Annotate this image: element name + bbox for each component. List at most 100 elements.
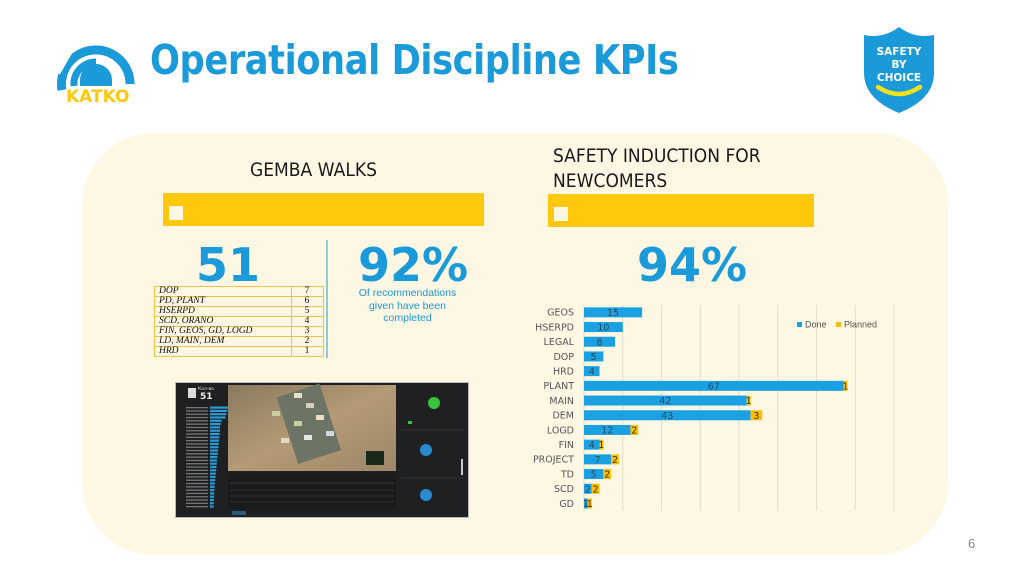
bar-done <box>584 336 615 347</box>
category-label: PLANT <box>543 381 574 392</box>
bar-done-label: 8 <box>596 337 602 348</box>
department-walk-count: 5 <box>291 306 324 317</box>
bar-done-label: 10 <box>597 323 609 334</box>
bar-planned <box>591 483 600 494</box>
department-row: HSERPD 5 <box>154 306 324 317</box>
dashboard-row-label <box>186 469 208 471</box>
dashboard-bar <box>210 452 218 455</box>
dashboard-row-label <box>186 486 208 488</box>
bar-done-label: 7 <box>595 455 601 466</box>
dashboard-bar <box>210 482 215 485</box>
legend-swatch-planned <box>836 322 841 327</box>
bar-planned-label: 1 <box>746 396 752 407</box>
dashboard-bar <box>210 426 220 429</box>
bar-done <box>584 322 623 333</box>
dashboard-bar <box>210 498 214 502</box>
dashboard-row-label <box>186 423 208 425</box>
bar-planned-label: 1 <box>843 381 849 392</box>
bar-done <box>584 351 604 362</box>
dashboard-row-label <box>186 407 208 409</box>
bar-done <box>584 439 600 450</box>
smile-icon <box>875 84 923 97</box>
bar-done-label: 5 <box>591 352 597 363</box>
department-row: LD, MAIN, DEM 2 <box>154 336 324 347</box>
bar-done-label: 2 <box>585 484 591 495</box>
chart-legend: Done Planned <box>797 320 877 330</box>
category-label: SCD <box>554 484 574 495</box>
department-name: FIN, GEOS, GD, LOGD <box>154 326 292 337</box>
bar-planned <box>611 454 619 465</box>
dashboard-bar <box>210 459 218 462</box>
bar-planned <box>750 410 763 421</box>
dashboard-bar <box>210 423 221 426</box>
bar-planned <box>843 380 848 391</box>
department-name: HSERPD <box>154 306 292 317</box>
dashboard-row-label <box>186 446 208 448</box>
dashboard-count: 51 <box>200 392 213 402</box>
category-label: DEM <box>552 411 574 422</box>
legend-swatch-done <box>797 322 802 327</box>
dashboard-bar <box>210 485 215 488</box>
dashboard-right-panel <box>402 397 466 501</box>
department-name: DOP <box>154 286 292 297</box>
dashboard-bar <box>210 406 228 409</box>
bar-done-label: 1 <box>583 499 589 510</box>
dashboard-bar <box>210 492 215 495</box>
safety-induction-title-line1: SAFETY INDUCTION FOR <box>553 145 761 167</box>
bar-planned-label: 2 <box>593 484 599 495</box>
dashboard-row-label <box>186 506 208 508</box>
department-name: SCD, ORANO <box>154 316 292 327</box>
dashboard-row-label <box>186 476 208 478</box>
dashboard-row-label <box>186 430 208 432</box>
vertical-divider <box>326 240 328 358</box>
department-row: PD, PLANT 6 <box>154 296 324 307</box>
dashboard-bar <box>210 472 216 475</box>
bar-planned-label: 1 <box>587 499 593 510</box>
bar-done-label: 12 <box>601 425 613 436</box>
category-label: DOP <box>553 352 574 363</box>
department-walk-count: 7 <box>291 286 324 297</box>
dashboard-bar <box>210 409 228 412</box>
dashboard-bar <box>210 495 215 498</box>
bar-planned-label: 1 <box>598 440 604 451</box>
badge-line-1: SAFETY <box>877 46 922 58</box>
bar-done-label: 42 <box>659 396 671 407</box>
department-name: PD, PLANT <box>154 296 292 307</box>
dashboard-bar <box>210 413 227 416</box>
dashboard-image: Кол-во 51 <box>176 383 468 517</box>
department-row: HRD 1 <box>154 346 324 357</box>
bar-done <box>584 454 612 465</box>
gemba-dashboard-screenshot: Кол-во 51 <box>175 382 469 518</box>
legend-label-planned: Planned <box>844 320 877 330</box>
dashboard-bar <box>210 462 217 465</box>
page-number: 6 <box>968 536 976 551</box>
category-label: FIN <box>559 440 574 451</box>
category-label: GEOS <box>547 308 574 319</box>
dashboard-row-label <box>186 456 208 458</box>
dashboard-bar <box>210 456 218 459</box>
category-label: GD <box>559 499 574 510</box>
department-name: LD, MAIN, DEM <box>154 336 292 347</box>
dashboard-table <box>228 473 396 515</box>
bar-done <box>584 395 747 406</box>
page-title: Operational Discipline KPIs <box>150 36 679 84</box>
category-label: MAIN <box>549 396 574 407</box>
bar-done <box>584 307 643 318</box>
dashboard-row-label <box>186 416 208 419</box>
bar-planned-label: 2 <box>604 470 610 481</box>
dashboard-row-label <box>186 459 208 462</box>
bar-planned-label: 2 <box>631 425 637 436</box>
dashboard-row-label <box>186 426 208 429</box>
department-row: DOP 7 <box>154 286 324 297</box>
bar-done <box>584 424 631 435</box>
logo-text: KATKO <box>66 87 129 104</box>
dashboard-bar <box>210 469 217 472</box>
dashboard-bar <box>210 416 226 419</box>
dashboard-row-label <box>186 413 208 415</box>
dashboard-bar <box>210 419 222 422</box>
dashboard-bar <box>210 489 215 492</box>
badge-line-2: BY <box>891 59 906 71</box>
chart-category-labels: GEOS HSERPD LEGAL DOP HRD PLANT MAIN DEM LOGD FIN… <box>533 308 575 510</box>
dashboard-row-label <box>186 443 208 445</box>
bar-planned <box>603 469 612 480</box>
